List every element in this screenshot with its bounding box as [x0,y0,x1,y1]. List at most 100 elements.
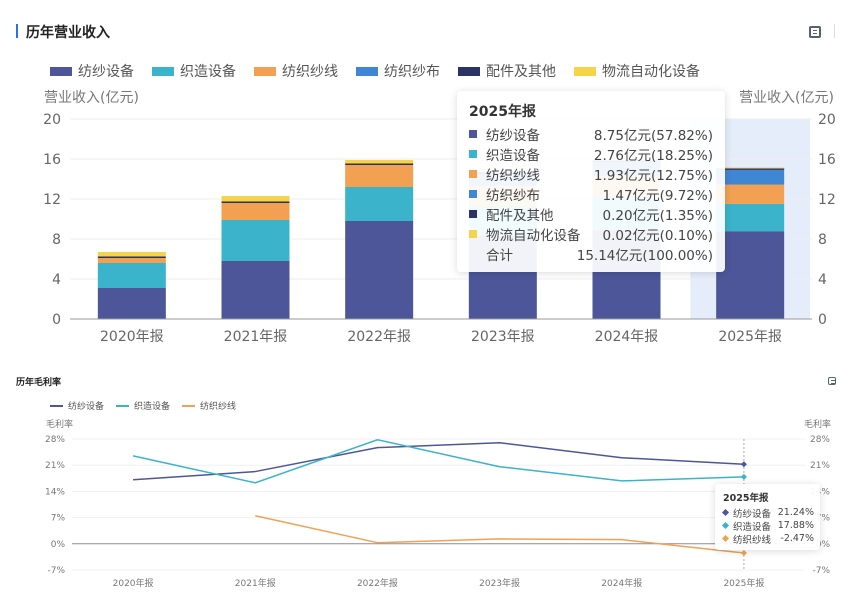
y-tick-label-right: 8 [818,232,827,248]
tooltip-marker [721,534,730,543]
bar-segment [716,203,785,232]
tooltip-row: 纺纱设备 8.75亿元(57.82%) [469,124,713,144]
legend-item[interactable]: 纺织纱线 [254,61,338,81]
bar-segment [221,196,290,202]
y-tick-label-left: 28% [45,435,65,445]
y-tick-label-right: 16 [818,152,836,168]
bar-segment [716,231,785,319]
x-tick-label: 2022年报 [347,329,411,345]
legend-item[interactable]: 物流自动化设备 [574,61,700,81]
legend-swatch [574,66,596,76]
bar-segment [716,167,785,169]
y-tick-label-left: -7% [47,566,65,576]
tooltip-title: 2025年报 [723,493,769,504]
bar-segment [221,201,290,203]
bar-segment [716,184,785,204]
y-axis-label-right: 毛利率 [804,418,831,430]
y-tick-label-right: 14% [810,487,830,497]
tooltip-total-label: 合计 [486,248,513,264]
tooltip-marker [721,508,730,517]
tooltip-value: 17.88% [777,520,814,531]
series-line [255,514,744,554]
legend-item[interactable]: 纺织纱线 [182,399,236,412]
tooltip-total-value: 15.14亿元(100.00%) [576,248,713,264]
legend-swatch [152,66,174,76]
x-tick-label: 2024年报 [595,329,659,345]
y-axis-label-left: 营业收入(亿元) [44,90,139,106]
tooltip-row: 物流自动化设备 0.02亿元(0.10%) [469,224,713,244]
line-chart-tooltip: 2025年报 纺纱设备 21.24% 织造设备 17.88% 纺织纱线 -2.47% [715,484,820,550]
x-tick-label: 2020年报 [100,329,164,345]
legend-label: 纺织纱线 [200,402,237,412]
y-tick-label-right: 20 [818,112,836,128]
y-tick-label-right: 7% [816,514,831,524]
x-tick-label: 2023年报 [479,577,520,589]
x-tick-label: 2020年报 [113,577,154,589]
legend-item[interactable]: 纺纱设备 [50,399,104,412]
y-tick-label-left: 14% [45,487,65,497]
margin-section-title: 历年毛利率 [16,378,62,388]
legend-item[interactable]: 纺织纱布 [356,61,440,81]
legend-item[interactable]: 织造设备 [116,399,170,412]
tooltip-label: 纺织纱布 [486,188,540,204]
tooltip-marker [469,130,477,138]
bar-segment [345,165,414,187]
legend-label: 纺织纱布 [384,64,440,80]
y-tick-label-right: 4 [818,272,827,288]
line-chart-legend: 纺纱设备 织造设备 纺织纱线 [50,399,248,412]
legend-item[interactable]: 配件及其他 [458,61,556,81]
y-tick-label-right: 28% [810,435,830,445]
tooltip-value: 0.02亿元(0.10%) [602,228,713,244]
tooltip-marker [469,150,477,158]
x-tick-label: 2022年报 [357,577,398,589]
tooltip-value: 1.47亿元(9.72%) [602,188,713,204]
series-line [133,441,744,481]
tooltip-row: 纺纱设备 21.24% [721,506,814,520]
bar-segment [345,163,414,165]
bar-segment [716,169,785,185]
tooltip-row: 纺织纱线 1.93亿元(12.75%) [469,164,713,184]
y-tick-label-right: 0% [816,540,831,550]
data-point-marker [740,461,747,468]
y-tick-label-left: 8 [52,232,61,248]
bar-segment [345,221,414,319]
y-axis-label-left: 毛利率 [46,418,73,430]
legend-item[interactable]: 纺纱设备 [50,61,134,81]
tooltip-value: 21.24% [777,507,814,518]
x-tick-label: 2021年报 [235,577,276,589]
data-point-marker [740,473,747,480]
tooltip-row: 纺织纱布 1.47亿元(9.72%) [469,184,713,204]
legend-swatch [254,66,276,76]
legend-label: 物流自动化设备 [602,64,700,80]
tooltip-label: 纺纱设备 [486,128,540,144]
y-tick-label-left: 20 [43,112,61,128]
bar-segment [221,203,290,220]
legend-swatch [50,404,63,407]
legend-swatch [458,66,480,76]
y-tick-label-left: 16 [43,152,61,168]
y-tick-label-right: 0 [818,312,827,328]
legend-label: 织造设备 [180,64,236,80]
tooltip-label: 织造设备 [733,521,772,533]
legend-swatch [116,404,130,407]
bar-segment [97,256,166,258]
bar-segment [716,167,785,170]
tooltip-label: 织造设备 [486,148,540,164]
copy-icon[interactable] [809,26,821,38]
tooltip-value: 8.75亿元(57.82%) [593,128,713,144]
copy-icon[interactable] [828,377,836,385]
x-tick-label: 2024年报 [601,577,642,589]
tooltip-marker [721,521,730,530]
tooltip-marker [469,190,477,198]
x-tick-label: 2021年报 [224,329,288,345]
legend-item[interactable]: 织造设备 [152,61,236,81]
bar-segment [345,187,414,221]
tooltip-label: 纺纱设备 [733,508,772,520]
tooltip-value: 1.93亿元(12.75%) [593,168,713,184]
tooltip-total-row: 合计 15.14亿元(100.00%) [469,244,713,264]
tooltip-label: 配件及其他 [486,208,554,224]
revenue-section-title: 历年营业收入 [16,22,110,42]
tooltip-label: 纺织纱线 [486,168,540,184]
y-tick-label-left: 7% [51,514,66,524]
tooltip-value: -2.47% [780,533,814,544]
